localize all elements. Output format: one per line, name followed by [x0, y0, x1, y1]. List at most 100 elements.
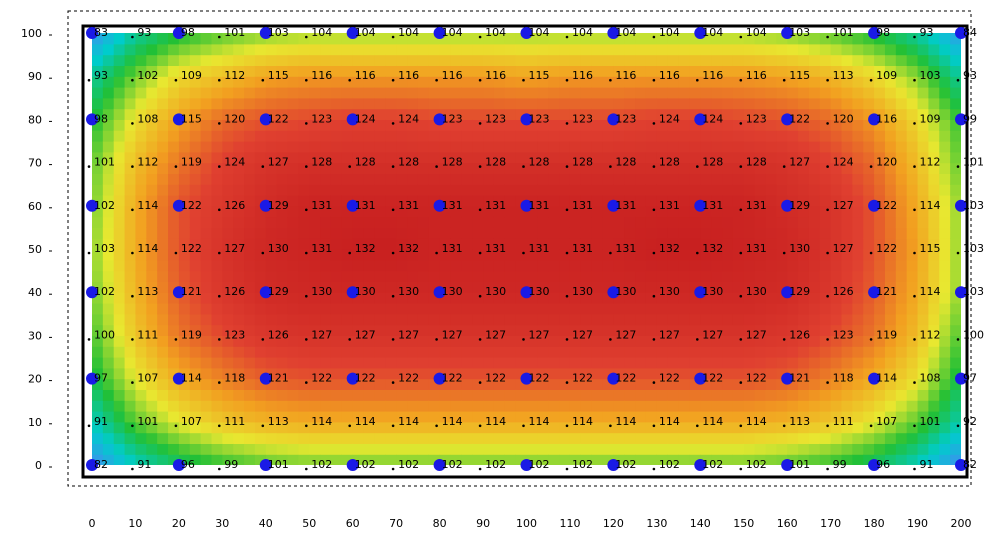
value-label: 114: [529, 415, 550, 428]
heatmap-cell: [754, 367, 767, 380]
heatmap-cell: [504, 400, 517, 412]
heatmap-cell: [113, 97, 126, 110]
grid-point: [218, 165, 221, 168]
heatmap-cell: [559, 97, 571, 110]
heatmap-cell: [711, 324, 723, 336]
heatmap-cell: [352, 119, 365, 131]
heatmap-cell: [200, 421, 213, 434]
heatmap-cell: [341, 400, 354, 412]
heatmap-cell: [135, 173, 147, 185]
heatmap-cell: [515, 33, 528, 45]
heatmap-cell: [461, 97, 473, 110]
heatmap-cell: [276, 227, 289, 239]
heatmap-cell: [515, 357, 528, 369]
heatmap-cell: [548, 238, 560, 250]
heatmap-cell: [211, 162, 223, 174]
heatmap-cell: [439, 443, 452, 455]
heatmap-cell: [287, 33, 299, 45]
heatmap-cell: [874, 313, 886, 326]
heatmap-cell: [765, 216, 777, 228]
measurement-point: [955, 372, 967, 385]
heatmap-cell: [407, 292, 419, 304]
heatmap-cell: [754, 119, 767, 131]
heatmap-cell: [244, 270, 256, 282]
value-label: 131: [485, 199, 506, 212]
heatmap-cell: [841, 43, 853, 56]
heatmap-cell: [895, 151, 908, 164]
heatmap-cell: [287, 259, 299, 272]
heatmap-cell: [385, 65, 397, 77]
heatmap-cell: [591, 119, 604, 131]
measurement-point: [346, 286, 359, 299]
heatmap-cell: [602, 249, 614, 261]
heatmap-cell: [363, 205, 376, 218]
heatmap-cell: [254, 97, 267, 110]
heatmap-cell: [569, 205, 582, 218]
heatmap-cell: [135, 97, 147, 110]
heatmap-cell: [613, 324, 625, 336]
heatmap-cell: [808, 335, 821, 347]
heatmap-cell: [396, 108, 408, 120]
heatmap-cell: [461, 346, 473, 358]
grid-point: [478, 467, 482, 471]
heatmap-cell: [157, 108, 169, 120]
heatmap-cell: [678, 313, 691, 326]
value-label: 123: [833, 328, 854, 341]
value-label: 107: [876, 415, 897, 428]
heatmap-cell: [396, 421, 408, 434]
heatmap-cell: [374, 205, 386, 218]
heatmap-cell: [341, 130, 354, 142]
heatmap-cell: [798, 259, 810, 272]
heatmap-cell: [613, 43, 625, 56]
heatmap-cell: [146, 357, 158, 369]
heatmap-cell: [928, 151, 940, 164]
heatmap-cell: [526, 432, 538, 444]
heatmap-cell: [559, 162, 571, 174]
heatmap-cell: [798, 216, 810, 228]
heatmap-cell: [895, 87, 908, 99]
heatmap-cell: [113, 54, 126, 66]
heatmap-cell: [200, 389, 213, 401]
heatmap-cell: [146, 141, 158, 153]
heatmap-cell: [504, 65, 517, 77]
heatmap-cell: [298, 238, 310, 250]
heatmap-cell: [808, 173, 821, 185]
heatmap-cell: [689, 281, 701, 293]
heatmap-cell: [645, 54, 658, 66]
heatmap-cell: [298, 184, 310, 196]
heatmap-cell: [504, 249, 517, 261]
heatmap-cell: [233, 216, 245, 228]
heatmap-cell: [776, 119, 788, 131]
heatmap-cell: [211, 313, 223, 326]
heatmap-cell: [428, 335, 441, 347]
heatmap-cell: [472, 97, 484, 110]
heatmap-cell: [493, 151, 506, 164]
heatmap-cell: [754, 281, 767, 293]
heatmap-cell: [732, 443, 745, 455]
heatmap-cell: [439, 173, 452, 185]
heatmap-cell: [146, 249, 158, 261]
heatmap-cell: [906, 216, 919, 228]
grid-point: [87, 338, 91, 341]
heatmap-cell: [645, 184, 658, 196]
heatmap-cell: [407, 151, 419, 164]
heatmap-cell: [450, 335, 462, 347]
value-label: 127: [224, 242, 245, 255]
heatmap-cell: [92, 205, 104, 218]
heatmap-cell: [711, 367, 723, 380]
heatmap-cell: [776, 54, 788, 66]
heatmap-cell: [244, 227, 256, 239]
heatmap-cell: [450, 400, 462, 412]
heatmap-cell: [526, 400, 538, 412]
grid-point: [913, 251, 916, 255]
heatmap-cell: [200, 97, 213, 110]
heatmap-cell: [417, 335, 430, 347]
heatmap-cell: [732, 432, 745, 444]
grid-point: [696, 338, 699, 341]
measurement-point: [172, 27, 185, 39]
grid-point: [826, 251, 829, 255]
heatmap-cell: [884, 454, 897, 465]
heatmap-cell: [493, 335, 506, 347]
heatmap-cell: [396, 335, 408, 347]
heatmap-cell: [396, 65, 408, 77]
